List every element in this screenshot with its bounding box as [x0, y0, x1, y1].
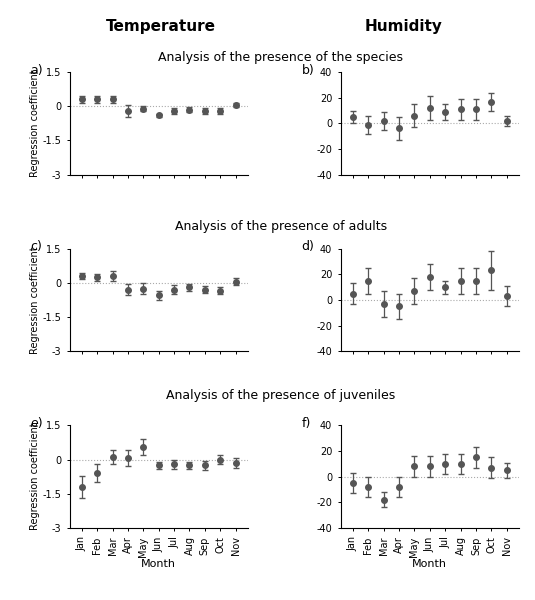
Text: Analysis of the presence of the species: Analysis of the presence of the species — [158, 50, 403, 64]
Text: Analysis of the presence of juveniles: Analysis of the presence of juveniles — [166, 389, 395, 403]
Text: c): c) — [30, 241, 42, 253]
Text: Temperature: Temperature — [105, 19, 216, 34]
Text: Analysis of the presence of adults: Analysis of the presence of adults — [175, 220, 387, 233]
X-axis label: Month: Month — [141, 559, 176, 569]
Y-axis label: Regression coefficient: Regression coefficient — [29, 423, 40, 530]
Y-axis label: Regression coefficient: Regression coefficient — [29, 70, 40, 177]
Text: f): f) — [301, 417, 311, 430]
Text: d): d) — [301, 241, 314, 253]
X-axis label: Month: Month — [412, 559, 447, 569]
Text: e): e) — [30, 417, 43, 430]
Text: Humidity: Humidity — [365, 19, 443, 34]
Text: a): a) — [30, 64, 43, 77]
Text: b): b) — [301, 64, 314, 77]
Y-axis label: Regression coefficient: Regression coefficient — [29, 246, 40, 354]
